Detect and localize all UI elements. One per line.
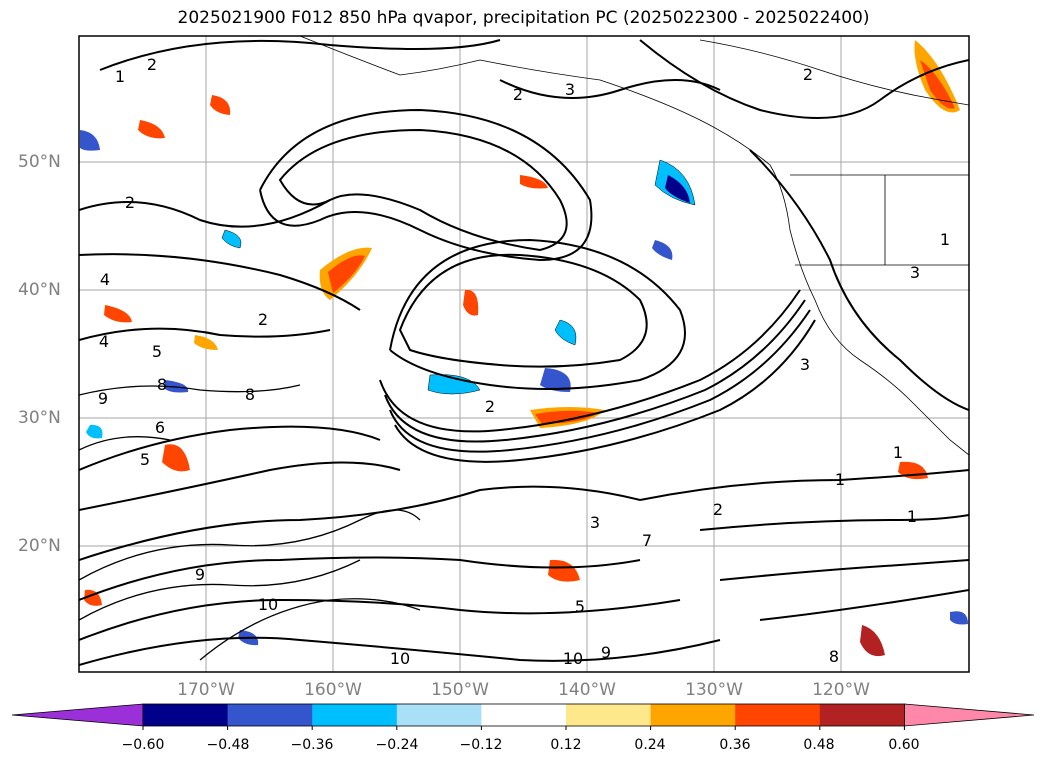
precip-neg-blob (540, 368, 571, 392)
colorbar-tick-label: −0.60 (121, 737, 165, 753)
precip-neg-blob (950, 611, 968, 625)
colorbar-segment (481, 704, 567, 726)
lon-label-150w: 150°W (431, 680, 489, 700)
precip-neg-blob (665, 175, 690, 203)
contour-label: 5 (152, 342, 162, 361)
contour-label: 2 (713, 500, 723, 519)
colorbar-segment (396, 704, 482, 726)
colorbar (11, 703, 1035, 730)
colorbar-segment (566, 704, 652, 726)
precip-pos-blob (138, 120, 165, 139)
colorbar-tick-label: −0.12 (459, 737, 503, 753)
contour-label: 9 (195, 565, 205, 584)
contour-label: 8 (829, 647, 839, 666)
precip-neg-blob (554, 319, 577, 346)
precip-pos-blob (194, 335, 218, 350)
precip-neg-blob (652, 240, 673, 260)
contour-label: 8 (157, 375, 167, 394)
contour-label: 10 (390, 649, 410, 668)
colorbar-frame (142, 703, 905, 727)
contour-label: 2 (258, 310, 268, 329)
precip-pos-blob (162, 444, 190, 472)
lon-label-120w: 120°W (812, 680, 870, 700)
colorbar-extend-low (11, 703, 144, 727)
contour-label: 2 (513, 85, 523, 104)
precip-pos-blob (914, 40, 960, 113)
contour-label: 8 (245, 385, 255, 404)
precip-pos-blob (463, 289, 479, 316)
contour-label: 1 (835, 470, 845, 489)
precip-neg-blob (221, 229, 242, 249)
map-title: 2025021900 F012 850 hPa qvapor, precipit… (177, 8, 870, 28)
colorbar-tick-label: 0.48 (803, 737, 835, 753)
precip-neg-blob (427, 374, 481, 395)
contour-label: 7 (642, 531, 652, 550)
lat-label-20n: 20°N (18, 536, 61, 556)
precip-neg-blob (164, 380, 189, 393)
contour-label: 1 (940, 230, 950, 249)
map-background (79, 36, 969, 672)
contour-label: 10 (563, 649, 583, 668)
contour-label: 3 (565, 80, 575, 99)
contour-label: 4 (99, 332, 109, 351)
colorbar-segment (650, 704, 736, 726)
contour-label: 3 (590, 513, 600, 532)
contour-label: 10 (258, 595, 278, 614)
lon-label-160w: 160°W (304, 680, 362, 700)
colorbar-segment (819, 704, 905, 726)
lat-label-40n: 40°N (18, 280, 61, 300)
contour-label: 9 (98, 389, 108, 408)
contour-label: 5 (575, 597, 585, 616)
colorbar-tick-label: −0.36 (290, 737, 334, 753)
colorbar-tick-label: −0.24 (375, 737, 419, 753)
precip-pos-blob (210, 95, 231, 115)
contour-label: 9 (601, 643, 611, 662)
qvapor-contours-thin (79, 384, 421, 661)
contour-label: 3 (800, 355, 810, 374)
precip-neg-blob (86, 424, 103, 439)
lat-label-30n: 30°N (18, 408, 61, 428)
precip-pos-blob (328, 255, 365, 293)
contour-label: 2 (803, 65, 813, 84)
contour-label: 1 (893, 443, 903, 462)
colorbar-segment (735, 704, 821, 726)
lon-label-130w: 130°W (685, 680, 743, 700)
colorbar-tick-label: 0.24 (634, 737, 666, 753)
colorbar-tick-label: 0.12 (550, 737, 582, 753)
colorbar-segment (227, 704, 313, 726)
precip-neg-blob (80, 130, 100, 151)
contour-label: 2 (147, 55, 157, 74)
colorbar-extend-high (904, 703, 1035, 727)
colorbar-tick-label: 0.36 (719, 737, 751, 753)
contour-label: 1 (115, 67, 125, 86)
contour-label: 2 (125, 193, 135, 212)
colorbar-tick-label: 0.60 (888, 737, 920, 753)
precip-pos-blob (860, 625, 885, 657)
lon-label-140w: 140°W (558, 680, 616, 700)
contour-label: 2 (485, 397, 495, 416)
precip-pos-blob (104, 305, 132, 323)
colorbar-tick-label: −0.48 (206, 737, 250, 753)
lon-label-170w: 170°W (177, 680, 235, 700)
map-frame (78, 35, 970, 673)
lat-label-50n: 50°N (18, 152, 61, 172)
contour-label: 6 (155, 418, 165, 437)
contour-label: 4 (100, 270, 110, 289)
precip-pos-blob (548, 559, 580, 582)
colorbar-segment (312, 704, 398, 726)
contour-label: 3 (910, 263, 920, 282)
contour-label: 1 (907, 507, 917, 526)
contour-label: 5 (140, 450, 150, 469)
colorbar-segment (143, 704, 229, 726)
coastline (299, 36, 969, 456)
precip-pos-blob (535, 410, 598, 424)
precip-pos-blob (520, 175, 548, 189)
